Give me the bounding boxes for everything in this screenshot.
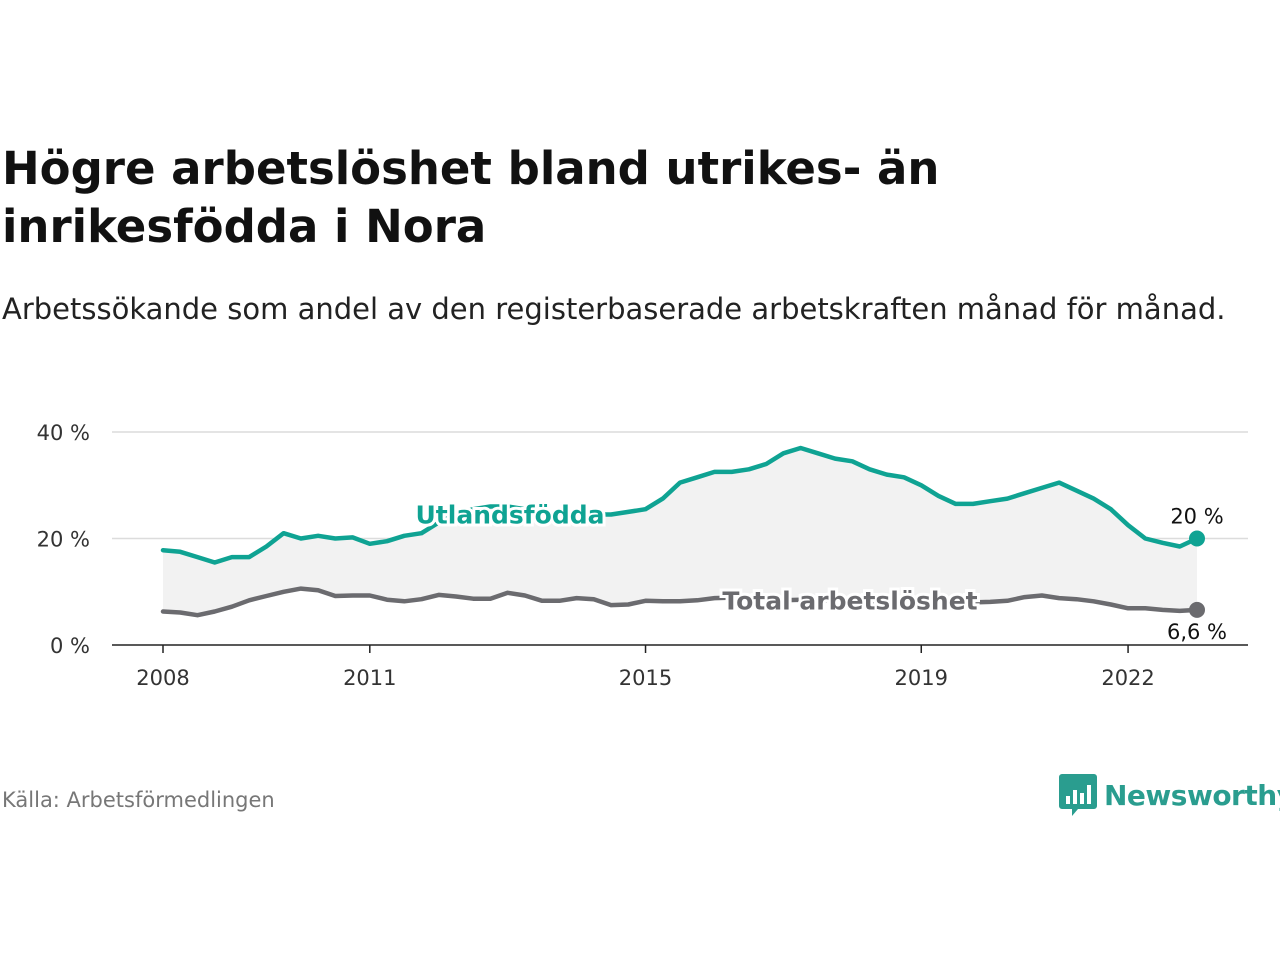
series-lines	[160, 445, 1200, 618]
end-label-total: 6,6 %	[1167, 620, 1227, 644]
brand-logo: Newsworthy	[1058, 772, 1280, 818]
end-label-utlandsfodda: 20 %	[1170, 505, 1223, 529]
y-tick-label: 20 %	[37, 528, 90, 552]
x-axis: 2008 2011 2015 2019 2022	[136, 645, 1155, 690]
line-chart: Utlandsfödda Total arbetslöshet 0 % 20 % 40…	[37, 421, 1248, 690]
end-point-total	[1189, 601, 1205, 618]
chart-title: Högre arbetslöshet bland utrikes- än inr…	[2, 142, 940, 253]
end-markers: 20 % 6,6 %	[1164, 505, 1229, 647]
source-note: Källa: Arbetsförmedlingen	[2, 788, 275, 812]
x-tick-label: 2015	[619, 666, 672, 690]
x-tick-label: 2019	[895, 666, 948, 690]
x-tick-label: 2022	[1101, 666, 1154, 690]
range-band	[163, 448, 1197, 616]
series-line-total	[160, 586, 1200, 618]
x-tick-label: 2011	[343, 666, 396, 690]
y-tick-label: 0 %	[50, 634, 90, 658]
y-tick-label: 40 %	[37, 421, 90, 445]
y-axis: 0 % 20 % 40 %	[37, 421, 90, 658]
chart-subtitle: Arbetssökande som andel av den registerb…	[2, 292, 1226, 326]
brand-name: Newsworthy	[1104, 778, 1280, 812]
bar-chart-speech-bubble-icon	[1059, 774, 1097, 816]
x-tick-label: 2008	[136, 666, 189, 690]
series-label-total: Total arbetslöshet	[722, 586, 977, 615]
series-line-utlandsfodda	[160, 445, 1200, 565]
series-labels: Utlandsfödda Total arbetslöshet	[413, 498, 981, 619]
series-label-utlandsfodda: Utlandsfödda	[416, 501, 605, 530]
end-point-utlandsfodda	[1189, 530, 1205, 547]
